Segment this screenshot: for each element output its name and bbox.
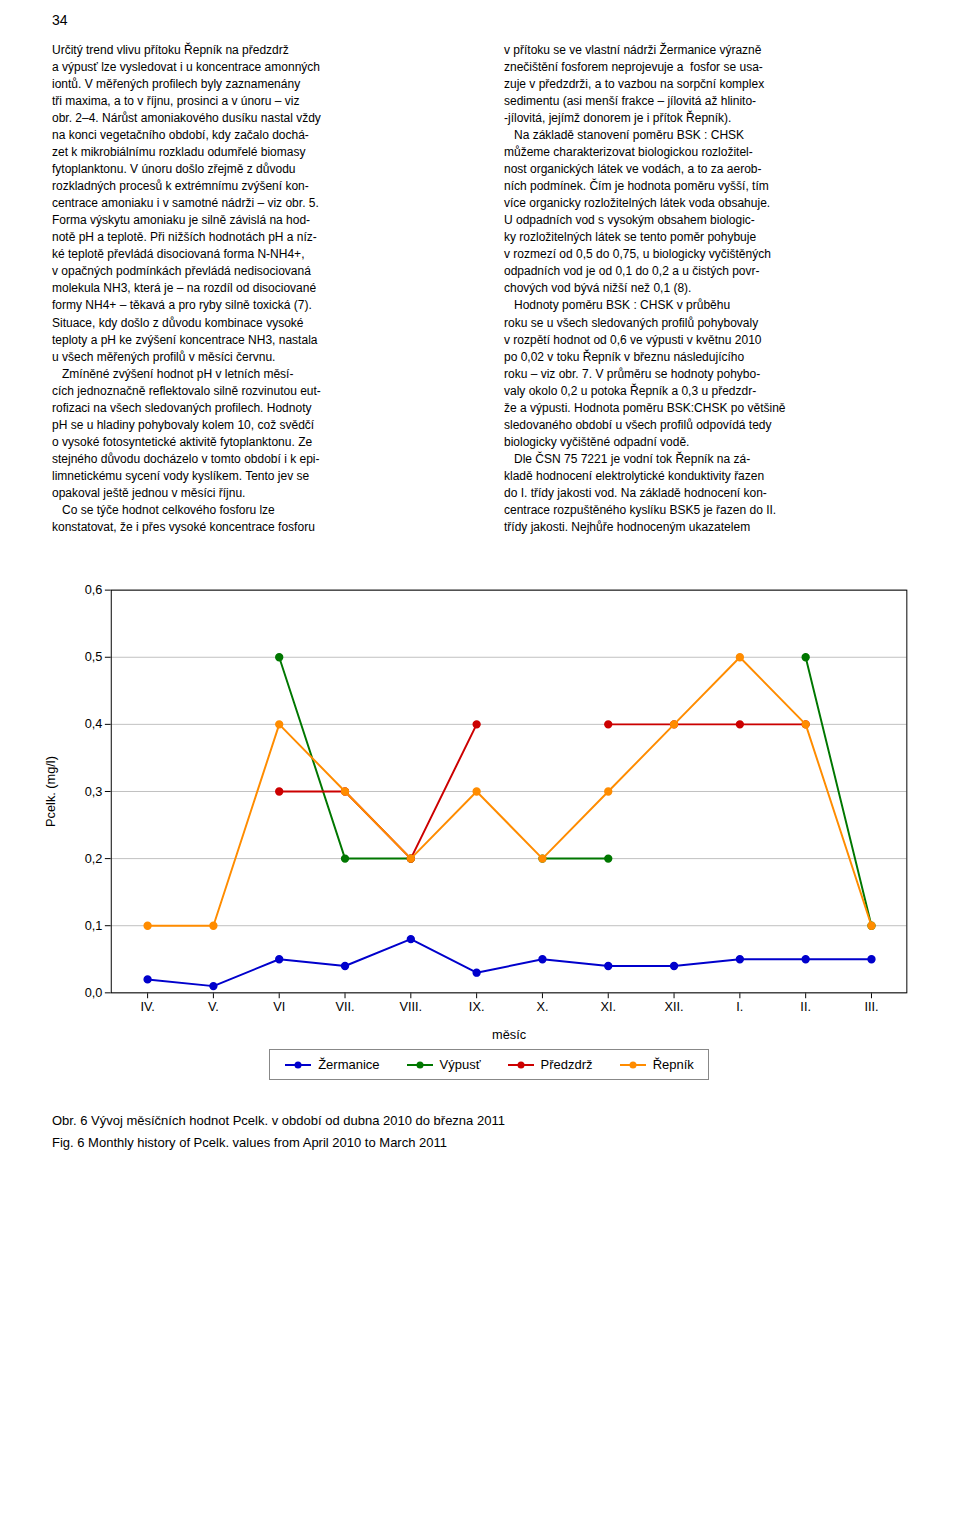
svg-text:V.: V. [208, 999, 219, 1014]
svg-text:II.: II. [800, 999, 811, 1014]
svg-text:XI.: XI. [600, 999, 616, 1014]
html-text:Žermanice: Žermanice [318, 1057, 380, 1073]
html-text:34: 34 [52, 12, 68, 28]
svg-text:0,0: 0,0 [85, 985, 103, 1000]
html-text:Určitý trend vlivu přítoku Řep: Určitý trend vlivu přítoku Řepník na pře… [52, 43, 321, 534]
html-text:Předzdrž: Předzdrž [540, 1057, 593, 1073]
svg-text:IX.: IX. [469, 999, 485, 1014]
svg-text:VII.: VII. [335, 999, 354, 1014]
svg-text:I.: I. [736, 999, 743, 1014]
svg-text:VIII.: VIII. [399, 999, 422, 1014]
svg-text:IV.: IV. [140, 999, 154, 1014]
svg-text:Pcelk. (mg/l): Pcelk. (mg/l) [43, 756, 58, 827]
svg-text:0,4: 0,4 [85, 716, 103, 731]
html-text:Obr. 6 Vývoj měsíčních hodnot: Obr. 6 Vývoj měsíčních hodnot Pcelk. v o… [52, 1113, 505, 1129]
svg-text:0,3: 0,3 [85, 783, 103, 798]
html-text:Výpusť: Výpusť [439, 1057, 481, 1073]
html-text:Řepník: Řepník [652, 1057, 694, 1073]
html-text:Fig. 6 Monthly history of Pcel: Fig. 6 Monthly history of Pcelk. values … [52, 1135, 447, 1151]
svg-text:III.: III. [864, 999, 878, 1014]
svg-text:měsíc: měsíc [492, 1027, 527, 1041]
svg-text:X.: X. [536, 999, 548, 1014]
svg-text:VI: VI [273, 999, 285, 1014]
html-text:v přítoku se ve vlastní nádrži: v přítoku se ve vlastní nádrži Žermanice… [504, 43, 786, 534]
svg-text:XII.: XII. [664, 999, 683, 1014]
svg-text:0,6: 0,6 [85, 582, 103, 597]
svg-text:0,2: 0,2 [85, 851, 103, 866]
svg-text:0,5: 0,5 [85, 649, 103, 664]
svg-text:0,1: 0,1 [85, 918, 103, 933]
